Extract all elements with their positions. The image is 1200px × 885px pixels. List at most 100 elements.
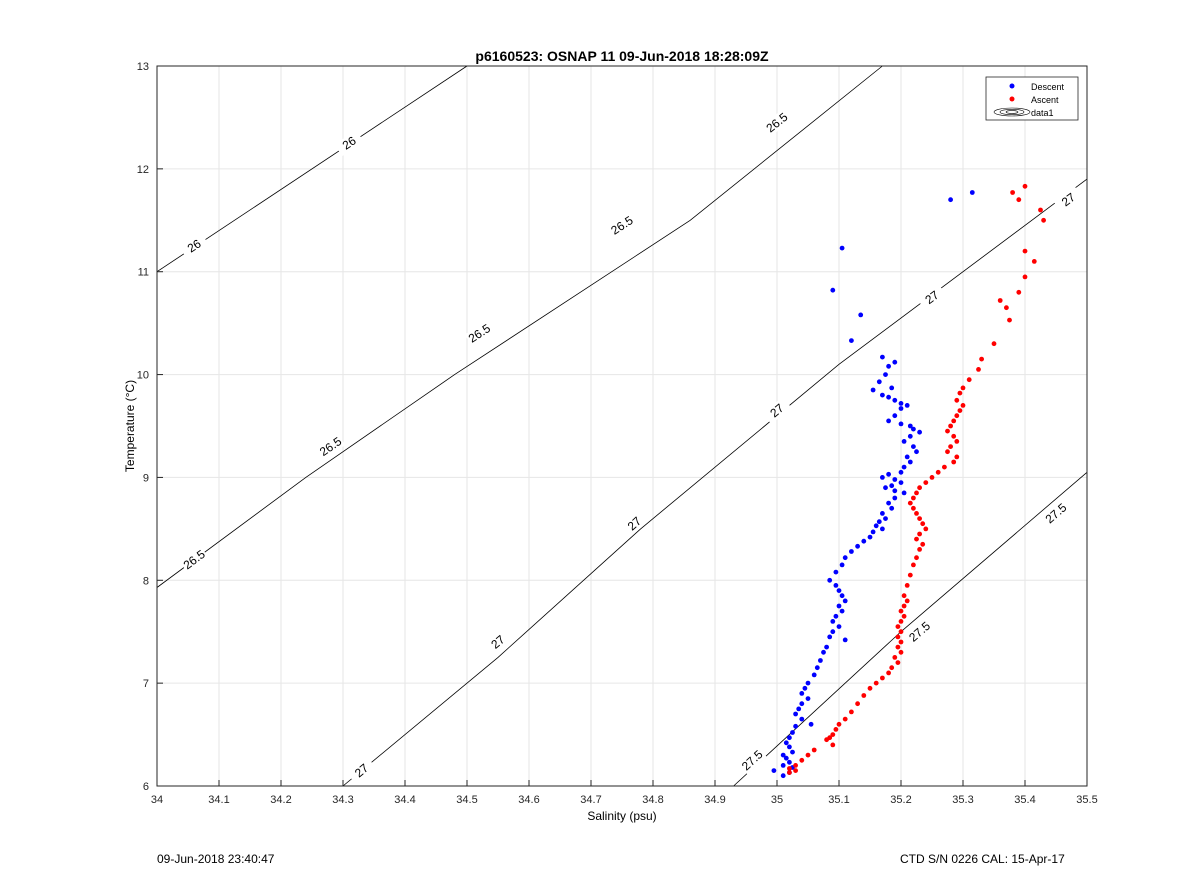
ascent-point <box>867 685 873 691</box>
descent-point <box>876 519 882 525</box>
x-tick-label: 34.2 <box>270 794 291 806</box>
contour-label-mask <box>179 232 209 260</box>
descent-point <box>898 401 904 406</box>
ascent-point <box>830 742 836 748</box>
descent-point <box>889 505 895 511</box>
legend-label-ascent: Ascent <box>1031 95 1059 105</box>
ascent-point <box>1010 190 1015 195</box>
descent-point <box>827 577 833 583</box>
y-tick-label: 7 <box>143 678 149 690</box>
contour-label-mask <box>347 756 377 785</box>
ascent-point <box>948 444 953 449</box>
footer-calibration: CTD S/N 0226 CAL: 15-Apr-17 <box>900 852 1065 866</box>
ascent-point <box>951 418 957 424</box>
ascent-point <box>1016 197 1022 203</box>
ascent-point <box>920 541 926 547</box>
legend-label-descent: Descent <box>1031 82 1065 92</box>
ascent-point <box>954 413 960 419</box>
descent-point <box>849 338 854 343</box>
descent-point <box>793 711 798 717</box>
contour-label-mask <box>464 320 495 347</box>
descent-point <box>839 593 845 599</box>
contour-label: 27 <box>347 756 377 785</box>
descent-point <box>907 459 913 465</box>
ascent-point <box>1038 207 1043 213</box>
ascent-point <box>898 629 904 635</box>
descent-point <box>783 755 789 761</box>
x-tick-label: 35.5 <box>1076 794 1097 806</box>
ascent-point <box>892 655 898 660</box>
descent-point <box>880 354 885 360</box>
legend-marker-descent <box>1009 83 1015 89</box>
ascent-point <box>895 644 901 650</box>
contour-label-mask <box>737 746 767 775</box>
descent-point <box>833 583 839 588</box>
contour-label-mask <box>1053 186 1084 214</box>
ascent-point <box>799 757 805 763</box>
descent-point <box>805 696 811 701</box>
legend: Descent Ascent data1 <box>985 76 1079 121</box>
contour-line-26-5 <box>156 65 883 588</box>
descent-point <box>880 526 885 532</box>
descent-point <box>836 603 842 609</box>
ascent-point <box>979 356 984 362</box>
ascent-point <box>911 505 916 511</box>
ascent-point <box>873 680 879 686</box>
x-tick-label: 35.4 <box>1014 794 1035 806</box>
ascent-point <box>830 732 836 737</box>
descent-point <box>901 464 907 470</box>
x-tick-label: 35 <box>771 794 783 806</box>
ascent-point <box>966 377 972 383</box>
descent-point <box>833 613 839 619</box>
x-tick-label: 34 <box>151 794 163 806</box>
ascent-point <box>907 572 913 578</box>
descent-point <box>827 634 833 640</box>
descent-point <box>883 372 888 377</box>
ascent-point <box>861 693 867 698</box>
descent-point <box>904 454 910 460</box>
contour-label-mask <box>1041 499 1071 528</box>
contour-label: 27 <box>620 509 649 538</box>
contour-label: 27 <box>1053 186 1084 214</box>
descent-point <box>911 426 916 432</box>
ascent-point <box>917 531 922 537</box>
descent-point <box>796 706 802 712</box>
descent-point <box>914 449 919 455</box>
descent-point <box>892 359 898 365</box>
ascent-point <box>889 665 895 671</box>
y-tick-label: 11 <box>138 267 149 279</box>
x-tick-label: 35.1 <box>828 794 849 806</box>
ascent-point <box>833 727 839 732</box>
ascent-point <box>793 763 798 768</box>
descent-point <box>892 488 898 494</box>
descent-point <box>818 658 823 663</box>
descent-point <box>886 471 891 477</box>
data-series <box>771 183 1046 779</box>
ascent-point <box>855 701 860 707</box>
ascent-point <box>976 367 981 372</box>
ascent-point <box>811 747 817 753</box>
descent-point <box>898 480 904 485</box>
descent-point <box>948 197 953 203</box>
descent-point <box>783 740 789 746</box>
contour-label-mask <box>483 628 513 656</box>
descent-point <box>901 439 907 444</box>
x-tick-label: 34.1 <box>208 794 229 806</box>
descent-point <box>849 549 854 554</box>
y-axis-label: Temperature (°C) <box>123 380 137 472</box>
ascent-point <box>948 423 953 429</box>
descent-point <box>799 691 805 696</box>
footer-timestamp: 09-Jun-2018 23:40:47 <box>157 852 275 866</box>
descent-point <box>892 413 898 419</box>
ascent-point <box>954 397 960 403</box>
ascent-point <box>880 675 885 681</box>
legend-contour-icon <box>993 107 1031 117</box>
descent-point <box>883 516 888 521</box>
ascent-point <box>954 454 960 460</box>
density-contours: 262626.526.526.526.526.527272727272727.5… <box>156 65 1088 787</box>
descent-point <box>802 685 808 691</box>
contour-label-mask <box>762 108 792 137</box>
descent-point <box>898 406 904 411</box>
descent-point <box>892 397 898 403</box>
descent-point <box>889 385 895 391</box>
